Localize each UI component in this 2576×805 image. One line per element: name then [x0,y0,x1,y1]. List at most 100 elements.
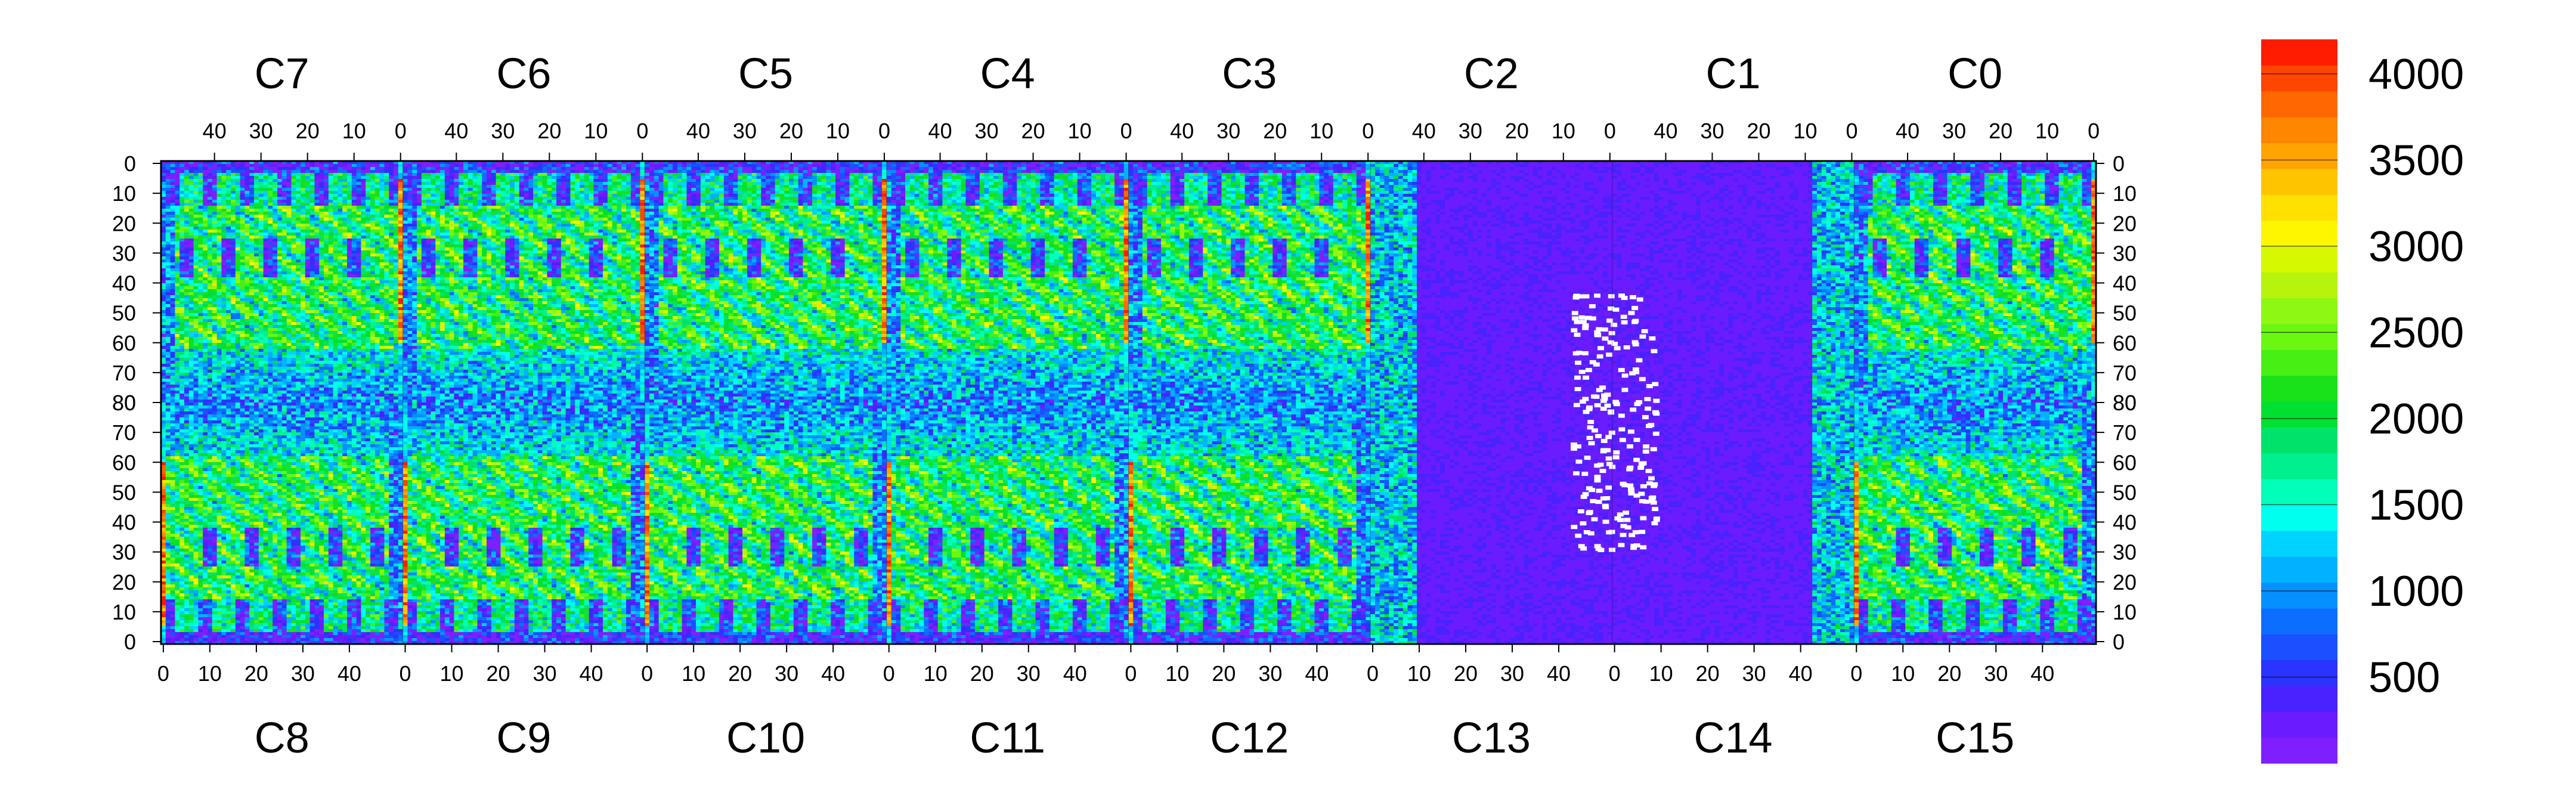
heatmap-cell [714,164,719,168]
heatmap-cell [1035,164,1040,168]
heatmap-cell [361,170,366,174]
heatmap-cell [1738,164,1742,168]
heatmap-cell [1789,167,1794,171]
heatmap-cell [1831,167,1835,171]
heatmap-cell [524,167,528,171]
heatmap-cell [2021,164,2026,168]
heatmap-cell [384,170,389,174]
heatmap-cell [1947,164,1952,168]
heatmap-cell [1277,167,1282,171]
heatmap-cell [770,164,775,168]
heatmap-cell [807,164,812,168]
heatmap-cell [1956,167,1961,171]
heatmap-cell [1138,164,1143,168]
heatmap-cell [1696,164,1701,168]
heatmap-cell [1292,167,1296,171]
heatmap-cell [1538,167,1543,171]
heatmap-cell [212,164,217,168]
heatmap-cell [1468,164,1473,168]
heatmap-cell [1482,167,1487,171]
heatmap-cell [305,170,310,174]
heatmap-cell [1361,164,1366,168]
heatmap-cell [882,170,887,174]
heatmap-cell [1226,167,1231,171]
heatmap-cell [426,164,431,168]
heatmap-cell [357,170,361,174]
heatmap-cell [496,164,501,168]
heatmap-cell [208,170,212,174]
heatmap-cell [477,164,482,168]
heatmap-cell [1445,164,1450,168]
heatmap-cell [668,164,673,168]
heatmap-cell [840,170,845,174]
heatmap-cell [1714,164,1719,168]
heatmap-cell [794,170,798,174]
heatmap-cell [268,170,273,174]
heatmap-cell [1668,167,1673,171]
heatmap-cell [1505,164,1510,168]
heatmap-cell [338,170,342,174]
heatmap-cell [849,164,854,168]
heatmap-cell [175,170,179,174]
heatmap-cell [1296,164,1301,168]
heatmap-cell [1091,167,1096,171]
heatmap-cell [1086,164,1091,168]
heatmap-cell [570,170,575,174]
heatmap-cell [259,167,264,171]
heatmap-cell [872,164,877,168]
heatmap-cell [1222,167,1227,171]
heatmap-cell [1519,164,1524,168]
heatmap-cell [1073,170,1078,174]
heatmap-cell [491,167,496,171]
heatmap-cell [1938,164,1943,168]
heatmap-cell [259,170,264,174]
heatmap-cell [431,170,435,174]
heatmap-cell [1780,167,1785,171]
heatmap-cell [342,170,347,174]
heatmap-cell [1058,164,1063,168]
heatmap-cell [603,164,608,168]
heatmap-cell [1733,167,1738,171]
heatmap-cell [1468,167,1473,171]
heatmap-cell [296,167,301,171]
heatmap-cell [626,167,631,171]
heatmap-cell [175,164,179,168]
heatmap-cell [882,167,887,171]
heatmap-cell [645,170,649,174]
heatmap-cell [384,167,389,171]
heatmap-cell [510,170,515,174]
heatmap-cell [1896,167,1901,171]
heatmap-cell [617,164,621,168]
heatmap-cell [566,167,571,171]
heatmap-cell [1184,164,1189,168]
heatmap-cell [891,167,896,171]
heatmap-cell [826,167,831,171]
heatmap-cell [1826,167,1831,171]
heatmap-cell [775,170,780,174]
heatmap-cell [631,164,636,168]
heatmap-cell [1761,164,1766,168]
heatmap-cell [961,170,966,174]
heatmap-cell [1017,164,1021,168]
heatmap-cell [1459,164,1463,168]
heatmap-cell [612,164,617,168]
heatmap-cell [817,170,822,174]
heatmap-cell [1450,164,1454,168]
heatmap-cell [900,170,905,174]
heatmap-cell [1040,167,1045,171]
heatmap-cell [1179,167,1184,171]
heatmap-cell [217,170,222,174]
heatmap-cell [179,167,184,171]
heatmap-cell [1380,164,1385,168]
heatmap-cell [1687,167,1692,171]
heatmap-cell [1980,164,1984,168]
heatmap-cell [370,170,375,174]
heatmap-cell [998,164,1003,168]
heatmap-cell [1245,164,1250,168]
heatmap-cell [1031,164,1036,168]
heatmap-cell [1124,167,1129,171]
heatmap-cell [450,167,454,171]
heatmap-cell [2012,167,2017,171]
heatmap-cell [1143,167,1147,171]
heatmap-cell [1385,167,1389,171]
